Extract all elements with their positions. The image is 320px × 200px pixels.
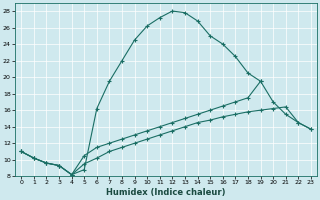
X-axis label: Humidex (Indice chaleur): Humidex (Indice chaleur) [106, 188, 226, 197]
